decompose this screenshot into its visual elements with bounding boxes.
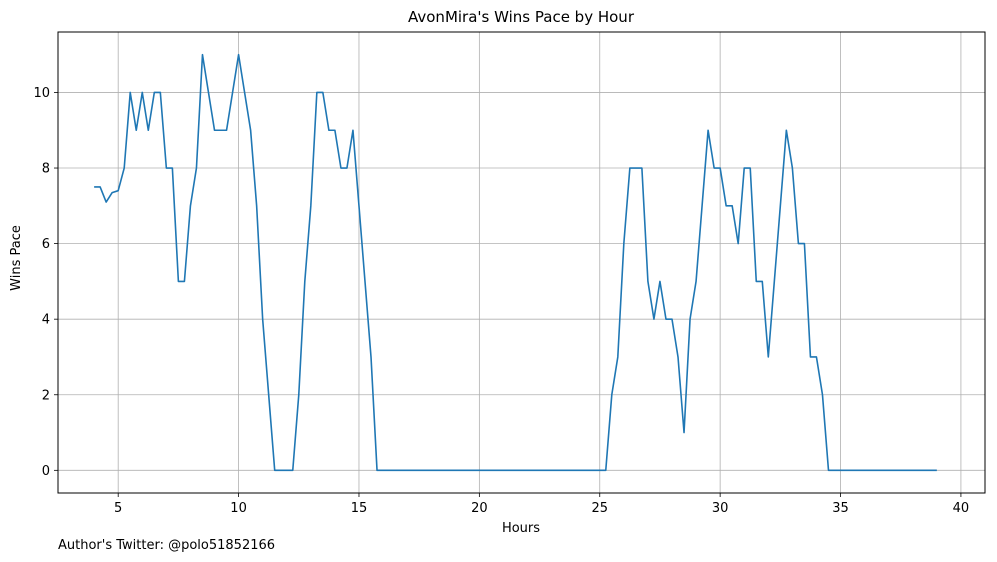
y-tick-label: 8 <box>42 162 50 177</box>
y-tick-label: 10 <box>33 86 50 101</box>
x-axis-ticks: 5 10 15 20 25 30 35 40 <box>114 493 969 516</box>
y-tick-label: 6 <box>42 237 50 252</box>
plot-frame <box>57 31 986 494</box>
y-axis-label: Wins Pace <box>9 225 24 291</box>
series-group <box>94 53 937 472</box>
chart-title: AvonMira's Wins Pace by Hour <box>408 8 635 26</box>
x-tick-label: 30 <box>712 501 729 516</box>
y-axis-ticks: 0 2 4 6 8 10 <box>33 86 58 479</box>
grid-lines <box>58 32 985 493</box>
y-tick-label: 4 <box>42 313 50 328</box>
series-line-0 <box>94 53 937 472</box>
x-tick-label: 5 <box>114 501 122 516</box>
x-tick-label: 20 <box>471 501 488 516</box>
author-credit: Author's Twitter: @polo51852166 <box>58 538 276 553</box>
x-tick-label: 35 <box>832 501 849 516</box>
x-tick-label: 10 <box>230 501 247 516</box>
y-tick-label: 0 <box>42 464 50 479</box>
x-tick-label: 40 <box>953 501 970 516</box>
x-axis-label: Hours <box>502 521 540 536</box>
y-tick-label: 2 <box>42 388 50 403</box>
x-tick-label: 25 <box>591 501 608 516</box>
x-tick-label: 15 <box>351 501 368 516</box>
